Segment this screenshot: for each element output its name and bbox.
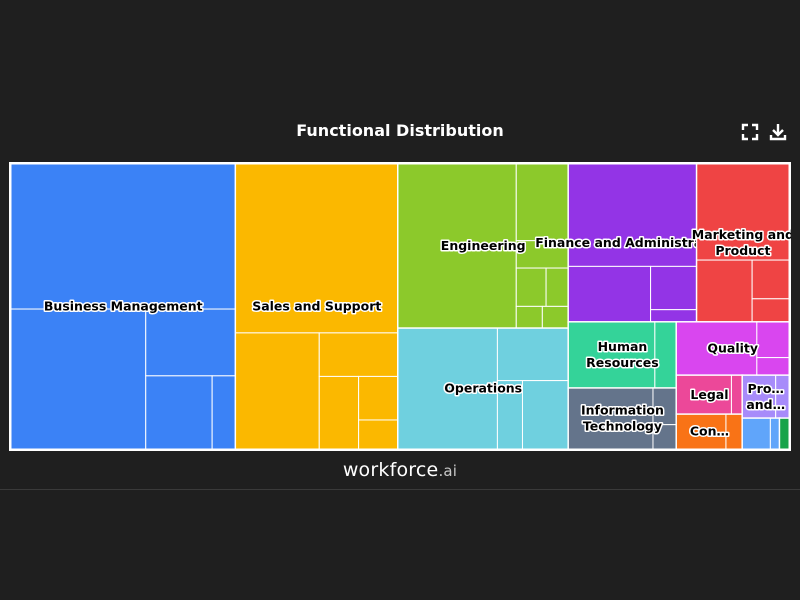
treemap-subcell[interactable] [541,305,569,329]
treemap-subcell[interactable] [675,374,732,415]
treemap-label: Marketing and [692,227,791,242]
treemap-subcell[interactable] [145,308,237,377]
treemap-subcell[interactable] [10,308,147,450]
treemap-subcell[interactable] [751,298,790,323]
treemap-subcell[interactable] [696,259,753,323]
treemap-label: Quality [707,341,758,356]
treemap-subcell[interactable] [397,327,498,450]
treemap-subcell[interactable] [397,163,517,329]
treemap-group-unlabeled[interactable] [778,417,791,450]
treemap-group-business-management[interactable]: Business Management [10,163,237,450]
treemap-subcell[interactable] [567,163,698,267]
treemap-group-quality[interactable]: Quality [675,321,791,377]
chart-panel: Functional Distribution Business Managem… [0,121,800,490]
treemap-label: Legal [690,387,728,402]
treemap-subcell[interactable] [145,375,213,450]
treemap-subcell[interactable] [675,413,727,450]
treemap-subcell[interactable] [515,163,569,242]
treemap-subcell[interactable] [211,375,237,450]
treemap-group-pro-and[interactable]: Pro…and… [741,374,791,420]
treemap-subcell[interactable] [769,417,781,450]
treemap-label: Finance and Administration [535,235,730,250]
treemap-group-finance-and-administration[interactable]: Finance and Administration [534,163,732,324]
treemap-subcell[interactable] [756,357,790,376]
treemap-label: Pro… [748,381,784,396]
treemap-subcell[interactable] [675,321,758,376]
download-icon [769,124,787,141]
treemap-label: Sales and Support [252,299,381,314]
treemap-subcell[interactable] [730,374,743,415]
treemap-subcell[interactable] [358,419,399,450]
treemap-subcell[interactable] [235,332,320,450]
brand-logo: workforce.ai [0,459,800,481]
fullscreen-button[interactable] [740,122,760,142]
treemap-label: Engineering [441,238,526,253]
treemap-subcell[interactable] [318,375,360,450]
treemap-label: Operations [444,381,522,396]
treemap-subcell[interactable] [496,380,523,450]
treemap-group-unlabeled[interactable] [741,417,781,450]
treemap-subcell[interactable] [567,265,652,323]
treemap-group-legal[interactable]: Legal [675,374,744,416]
download-button[interactable] [768,122,788,142]
expand-icon [741,123,759,141]
treemap-subcell[interactable] [515,267,547,307]
treemap-label: Technology [583,419,662,434]
treemap-group-engineering[interactable]: Engineering [396,163,570,330]
brand-name: workforce [342,459,439,481]
treemap-subcell[interactable] [358,375,399,421]
treemap-group-con[interactable]: Con… [675,413,744,450]
treemap-subcell[interactable] [650,265,698,311]
treemap-subcell[interactable] [741,417,771,450]
treemap-subcell[interactable] [751,259,790,300]
treemap-subcell[interactable] [318,332,399,377]
treemap-subcell[interactable] [779,417,790,450]
chart-title: Functional Distribution [296,121,504,140]
treemap-subcell[interactable] [696,163,790,261]
treemap-label: Resources [586,355,659,370]
treemap-subcell[interactable] [545,267,569,307]
treemap-label: Business Management [44,299,203,314]
treemap-group-operations[interactable]: Operations [396,327,570,450]
treemap-label: Con… [690,424,729,439]
treemap-chart: Business Management Sales and Support Engi… [9,162,791,451]
treemap-subcell[interactable] [10,163,237,310]
treemap-subcell[interactable] [515,305,543,329]
treemap-subcell[interactable] [496,327,569,382]
treemap-subcell[interactable] [741,374,777,419]
treemap-subcell[interactable] [650,309,698,323]
treemap-label: and… [746,397,785,412]
treemap-subcell[interactable] [756,321,790,359]
treemap-subcell[interactable] [235,163,399,334]
treemap-label: Information [581,403,664,418]
treemap-group-sales-and-support[interactable]: Sales and Support [234,163,399,450]
treemap-label: Human [598,339,648,354]
treemap-subcell[interactable] [567,321,656,389]
treemap-label: Product [715,243,770,258]
brand-suffix: .ai [438,462,458,480]
treemap-subcell[interactable] [521,380,569,450]
